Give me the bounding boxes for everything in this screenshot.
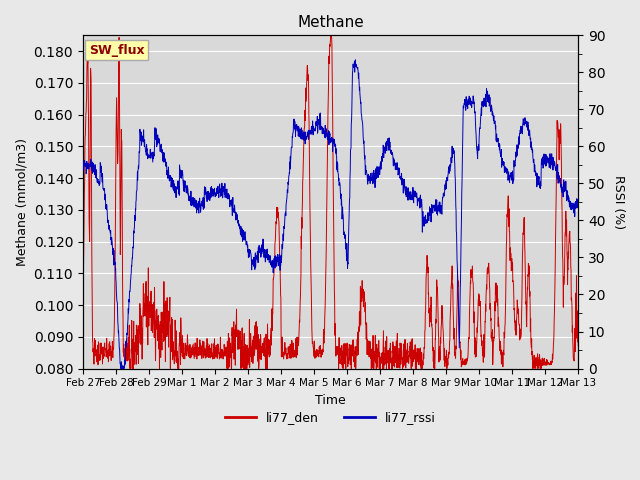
Y-axis label: Methane (mmol/m3): Methane (mmol/m3) xyxy=(15,138,28,266)
Y-axis label: RSSI (%): RSSI (%) xyxy=(612,175,625,229)
Text: SW_flux: SW_flux xyxy=(89,44,145,57)
Title: Methane: Methane xyxy=(297,15,364,30)
Legend: li77_den, li77_rssi: li77_den, li77_rssi xyxy=(220,406,441,429)
X-axis label: Time: Time xyxy=(315,394,346,407)
